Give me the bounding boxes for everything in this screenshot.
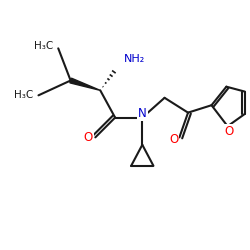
Text: NH₂: NH₂ — [124, 54, 145, 64]
Text: H₃C: H₃C — [34, 41, 53, 51]
Text: O: O — [169, 133, 178, 146]
Polygon shape — [70, 78, 100, 90]
Text: H₃C: H₃C — [14, 90, 34, 100]
Text: N: N — [138, 107, 147, 120]
Text: O: O — [224, 125, 234, 138]
Text: O: O — [84, 131, 93, 144]
